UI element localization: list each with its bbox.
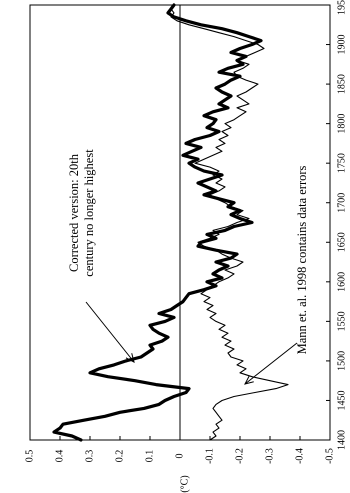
year-tick-label: 1650: [337, 232, 348, 252]
annotation-corrected-arrow: [85, 301, 135, 363]
corrected-series-line: [52, 3, 263, 442]
value-tick-label: 0.3: [85, 450, 96, 463]
value-tick-label: -0.3: [265, 448, 276, 464]
annotation-corrected-line-1: Corrected version: 20th: [67, 153, 81, 272]
year-tick-label: 1700: [337, 193, 348, 213]
year-tick-label: 1950: [337, 0, 348, 15]
value-axis-label: (°C): [180, 475, 191, 492]
value-tick-label: -0.1: [205, 448, 216, 464]
year-tick-label: 1500: [337, 351, 348, 371]
year-tick-label: 1550: [337, 311, 348, 331]
value-tick-label: -0.4: [295, 448, 306, 464]
annotation-mann-arrow: [244, 342, 298, 385]
value-tick-label: 0: [175, 454, 186, 459]
mann-1998-series-line: [170, 4, 289, 441]
year-tick-label: 1400: [337, 430, 348, 450]
value-tick-label: -0.2: [235, 448, 246, 464]
year-tick-label: 1450: [337, 390, 348, 410]
annotation-corrected-line-2: century no longer highest: [82, 149, 96, 277]
value-tick-label: 0.5: [25, 450, 36, 463]
year-tick-label: 1900: [337, 35, 348, 55]
year-tick-label: 1850: [337, 74, 348, 94]
value-tick-label: -0.5: [325, 448, 336, 464]
series-group: [52, 3, 289, 442]
value-tick-label: 0.1: [145, 450, 156, 463]
annotation-corrected-arrow-head: [125, 353, 135, 363]
year-tick-label: 1800: [337, 114, 348, 134]
annotations: Corrected version: 20th century no longer…: [67, 149, 309, 385]
value-tick-label: 0.4: [55, 450, 66, 463]
ticks: 1400 1450 1500 1550 1600 1650 1700 1750 1800 1850…: [25, 0, 348, 493]
annotation-mann-arrow-head: [244, 375, 254, 385]
year-tick-label: 1750: [337, 153, 348, 173]
value-tick-label: 0.2: [115, 450, 126, 463]
annotation-mann: Mann et. al. 1998 contains data errors: [295, 165, 309, 354]
year-tick-label: 1600: [337, 272, 348, 292]
